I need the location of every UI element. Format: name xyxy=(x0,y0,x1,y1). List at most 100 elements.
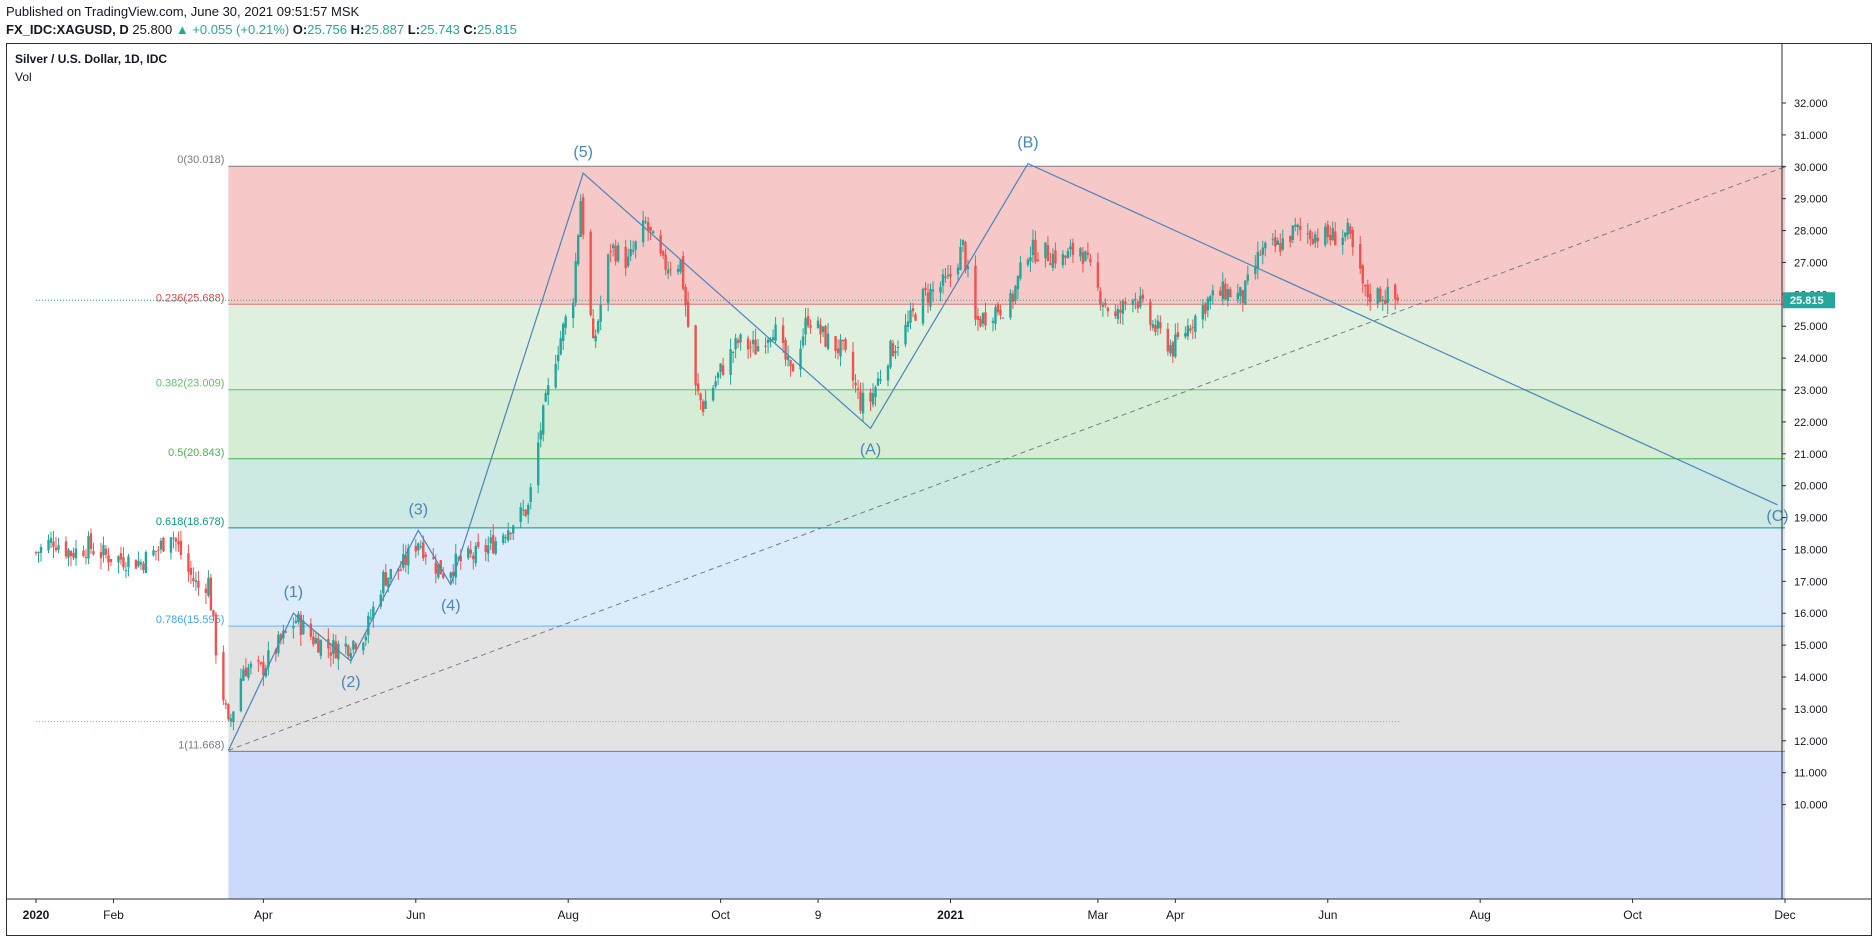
candle-body xyxy=(259,662,263,664)
candle-body xyxy=(177,541,180,545)
candle-body xyxy=(579,200,582,238)
candle-body xyxy=(944,276,947,279)
candle-body xyxy=(537,442,540,486)
candle-body xyxy=(39,547,43,553)
candle-body xyxy=(179,540,183,555)
candle-body xyxy=(1264,242,1267,249)
candle-body xyxy=(49,537,53,543)
candle-body xyxy=(1011,293,1015,302)
candle-body xyxy=(194,580,198,582)
candle-body xyxy=(232,711,235,723)
candle-body xyxy=(574,261,577,303)
candle-body xyxy=(52,541,55,548)
candle-body xyxy=(876,378,880,386)
low-label: L: xyxy=(407,22,421,37)
trend-line xyxy=(228,166,1786,751)
candle-body xyxy=(89,533,93,550)
fib-level-label: 0.786(15.595) xyxy=(156,614,225,626)
candle-body xyxy=(319,640,323,656)
candle-body xyxy=(1184,333,1187,337)
candle-body xyxy=(1171,342,1175,357)
candle-body xyxy=(994,307,997,324)
candle-body xyxy=(826,333,830,349)
candle-body xyxy=(1014,286,1017,301)
wave-label: (1) xyxy=(284,584,304,601)
candle-body xyxy=(1329,234,1332,241)
price-tick-label: 31.000 xyxy=(1794,130,1828,142)
candle-body xyxy=(424,554,427,557)
candle-body xyxy=(1256,251,1260,269)
candle-body xyxy=(669,269,672,271)
candle-body xyxy=(369,617,373,619)
symbol-label: FX_IDC:XAGUSD, D xyxy=(6,22,129,37)
time-tick-label: 9 xyxy=(815,908,822,922)
wave-label: (A) xyxy=(860,441,881,458)
candle-body xyxy=(119,553,123,560)
candle-body xyxy=(614,246,617,262)
candle-body xyxy=(589,231,592,316)
candle-body xyxy=(522,509,525,511)
candle-body xyxy=(1134,298,1137,301)
candle-body xyxy=(207,577,210,596)
candle-body xyxy=(714,381,717,387)
candle-body xyxy=(1361,265,1364,284)
candle-body xyxy=(1096,262,1100,288)
candle-body xyxy=(1151,324,1155,328)
candle-body xyxy=(509,532,512,534)
candle-body xyxy=(1331,228,1334,241)
candle-body xyxy=(1344,232,1347,238)
price-tick-label: 16.000 xyxy=(1794,608,1828,620)
candle-body xyxy=(452,571,455,576)
candle-body xyxy=(1201,305,1205,320)
candle-body xyxy=(1029,257,1032,262)
candle-body xyxy=(914,314,917,321)
time-tick-label: Apr xyxy=(1166,908,1185,922)
open-label: O: xyxy=(292,22,308,37)
candle-body xyxy=(1019,262,1022,279)
candle-body xyxy=(484,545,487,553)
candle-body xyxy=(1176,332,1180,337)
candle-body xyxy=(169,537,173,553)
candle-body xyxy=(1299,225,1302,231)
candle-body xyxy=(1239,287,1242,297)
candle-body xyxy=(82,550,85,557)
candle-body xyxy=(869,392,872,402)
candle-body xyxy=(1116,308,1120,320)
price-tick-label: 30.000 xyxy=(1794,162,1828,174)
candle-body xyxy=(544,393,547,402)
candle-body xyxy=(789,359,792,367)
time-tick-label: 2021 xyxy=(937,908,964,922)
candle-body xyxy=(871,393,875,405)
candle-body xyxy=(1189,328,1192,331)
candle-body xyxy=(1139,295,1142,307)
candle-body xyxy=(941,274,945,286)
candle-body xyxy=(1106,307,1110,312)
low-value: 25.743 xyxy=(420,22,460,37)
candle-body xyxy=(979,318,982,327)
candle-body xyxy=(449,572,452,579)
candle-body xyxy=(976,316,980,321)
candle-body xyxy=(492,535,495,554)
candle-body xyxy=(367,615,370,636)
candle-body xyxy=(512,525,515,534)
candle-body xyxy=(172,537,175,539)
candle-body xyxy=(1326,224,1329,237)
candle-body xyxy=(904,324,907,345)
candle-body xyxy=(1169,345,1172,354)
time-tick-label: Apr xyxy=(254,908,273,922)
candle-body xyxy=(991,320,995,323)
candle-body xyxy=(542,405,545,435)
candle-body xyxy=(1191,327,1195,329)
candle-body xyxy=(1154,324,1157,333)
price-tick-label: 10.000 xyxy=(1794,800,1828,812)
candle-body xyxy=(1119,309,1122,313)
wave-label: (B) xyxy=(1017,135,1038,152)
change-value: +0.055 (+0.21%) xyxy=(192,22,290,37)
candle-body xyxy=(1066,250,1070,259)
candle-body xyxy=(244,667,248,677)
time-tick-label: Dec xyxy=(1774,908,1795,922)
fib-zone xyxy=(228,626,1785,752)
price-tick-label: 18.000 xyxy=(1794,544,1828,556)
candle-body xyxy=(816,320,820,329)
price-chart[interactable]: 0(30.018) 0.236(25.688) 0.382(23.009) 0.5(2… xyxy=(7,44,1871,934)
